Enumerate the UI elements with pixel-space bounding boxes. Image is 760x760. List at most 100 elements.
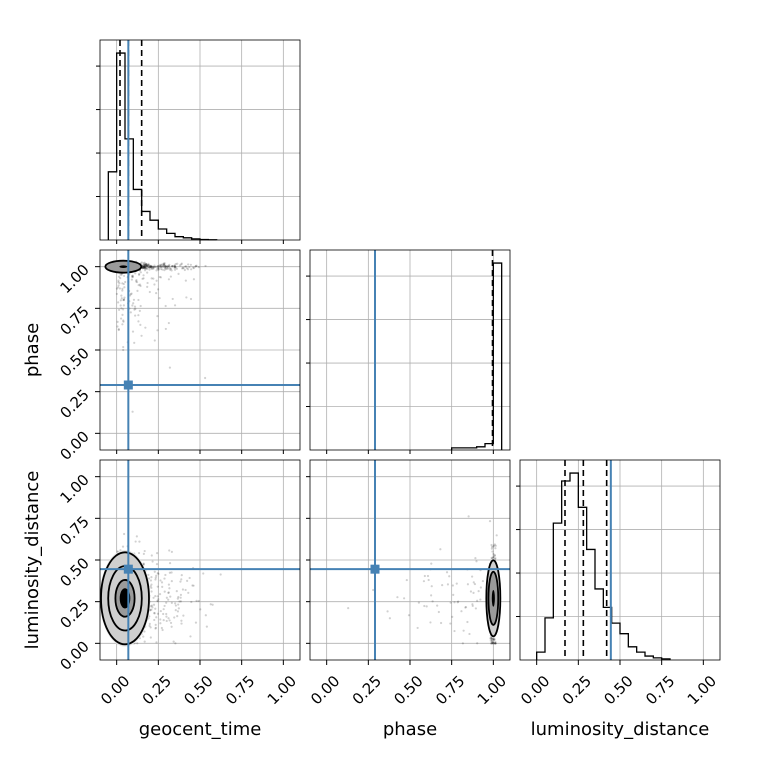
scatter-point	[153, 611, 156, 615]
scatter-point	[144, 266, 148, 269]
scatter-point	[146, 264, 150, 267]
scatter-point	[493, 637, 496, 641]
scatter-point	[445, 571, 449, 574]
x-tick-label: 1.00	[474, 672, 510, 708]
scatter-point	[173, 264, 176, 267]
scatter-point	[122, 274, 126, 278]
scatter-point	[122, 298, 126, 302]
scatter-point	[157, 267, 160, 270]
scatter-point	[492, 638, 496, 641]
scatter-point	[144, 262, 148, 266]
scatter-point	[122, 304, 125, 307]
scatter-point	[192, 267, 195, 270]
scatter-point	[168, 263, 171, 266]
scatter-point	[146, 271, 149, 274]
scatter-point	[154, 627, 157, 630]
scatter-point	[162, 263, 165, 266]
scatter-point	[142, 265, 145, 268]
scatter-point	[178, 600, 181, 603]
scatter-point	[155, 616, 158, 619]
scatter-point	[174, 604, 177, 607]
x-tick-label: 0.75	[642, 672, 678, 708]
scatter-point	[202, 572, 205, 575]
scatter-point	[117, 279, 120, 282]
scatter-point	[449, 601, 452, 604]
scatter-point	[469, 590, 473, 593]
truth-marker	[370, 564, 380, 574]
scatter-point	[199, 608, 202, 611]
scatter-point	[163, 577, 166, 580]
scatter-point	[195, 264, 198, 267]
scatter-point	[134, 314, 137, 317]
scatter-point	[153, 264, 156, 267]
scatter-point	[491, 641, 494, 644]
scatter-point	[146, 267, 149, 271]
scatter-point	[184, 279, 187, 282]
scatter-point	[131, 274, 134, 278]
scatter-point	[168, 619, 171, 622]
scatter-point	[120, 297, 123, 300]
scatter-point	[190, 268, 193, 271]
scatter-point	[153, 570, 156, 573]
scatter-point	[476, 642, 479, 645]
scatter-point	[157, 266, 160, 269]
scatter-point	[143, 265, 146, 268]
x-tick-label: 0.75	[432, 672, 468, 708]
scatter-point	[148, 622, 151, 625]
scatter-point	[163, 590, 166, 593]
scatter-point	[159, 276, 162, 279]
scatter-point	[149, 264, 152, 268]
scatter-point	[157, 264, 160, 268]
scatter-point	[123, 296, 126, 299]
scatter-point	[194, 621, 198, 624]
scatter-point	[133, 308, 136, 311]
scatter-point	[153, 612, 156, 615]
scatter-point	[168, 267, 172, 270]
scatter-point	[188, 576, 191, 580]
scatter-point	[170, 601, 173, 604]
scatter-point	[181, 266, 185, 270]
scatter-point	[153, 265, 157, 269]
scatter-point	[457, 600, 460, 603]
scatter-point	[188, 266, 191, 269]
scatter-point	[423, 604, 426, 608]
truth-marker	[123, 564, 133, 574]
scatter-point	[169, 275, 172, 278]
scatter-point	[146, 281, 149, 285]
scatter-point	[439, 621, 443, 625]
scatter-point	[119, 277, 122, 280]
scatter-point	[161, 264, 165, 267]
scatter-point	[155, 269, 158, 272]
scatter-point	[431, 600, 434, 603]
scatter-point	[149, 585, 152, 588]
scatter-point	[163, 269, 166, 272]
scatter-point	[129, 311, 132, 314]
scatter-point	[149, 265, 152, 268]
scatter-point	[154, 594, 157, 598]
scatter-point	[136, 289, 139, 292]
scatter-point	[156, 595, 159, 598]
scatter-point	[139, 271, 142, 274]
scatter-point	[169, 267, 173, 270]
scatter-point	[490, 639, 494, 642]
scatter-point	[137, 314, 140, 317]
scatter-point	[493, 553, 496, 557]
scatter-point	[477, 590, 480, 593]
scatter-point	[180, 263, 183, 266]
scatter-point	[143, 549, 146, 553]
scatter-point	[173, 265, 176, 269]
x-tick-label: 0.25	[139, 672, 175, 708]
scatter-point	[156, 315, 159, 318]
scatter-point	[133, 341, 136, 344]
scatter-point	[481, 579, 484, 583]
scatter-point	[146, 264, 149, 267]
scatter-point	[162, 264, 165, 267]
truth-marker	[123, 380, 133, 390]
scatter-point	[177, 272, 180, 275]
scatter-point	[189, 263, 192, 266]
scatter-point	[131, 304, 134, 307]
scatter-point	[472, 591, 475, 594]
scatter-point	[174, 263, 177, 266]
scatter-point	[150, 265, 153, 268]
scatter-point	[471, 603, 474, 606]
